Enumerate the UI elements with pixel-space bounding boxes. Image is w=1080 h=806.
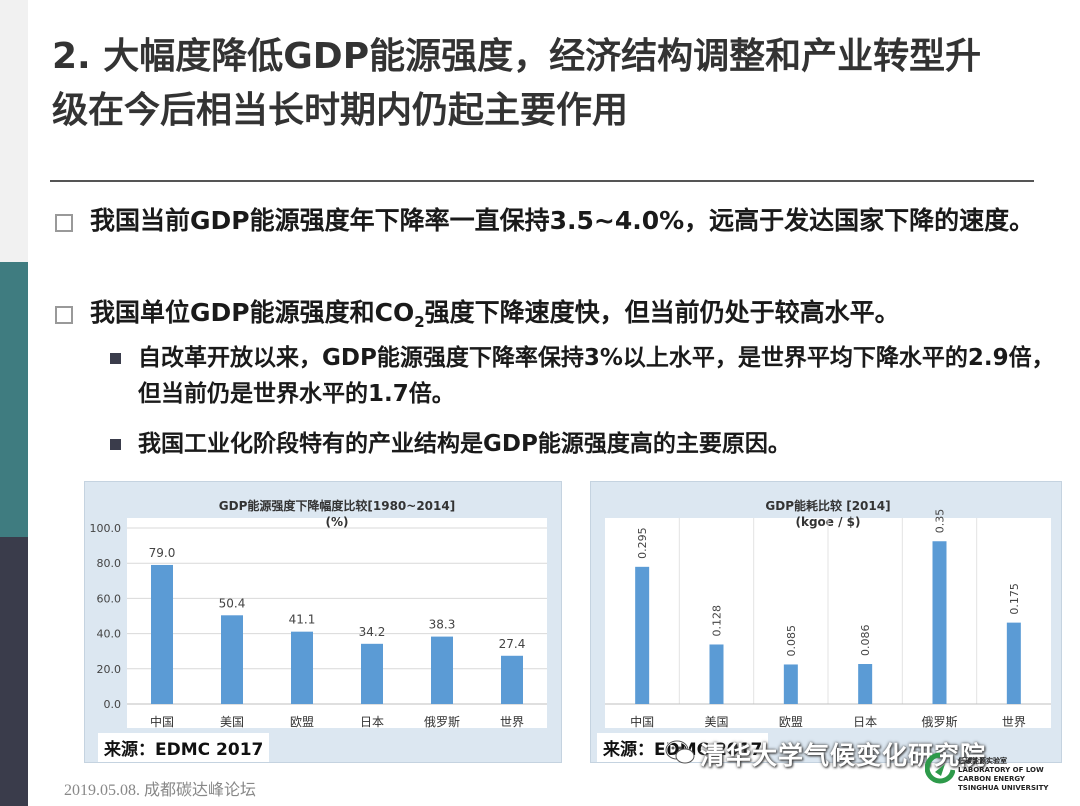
bar	[709, 644, 724, 704]
bar	[361, 643, 383, 704]
bar	[783, 664, 798, 704]
data-label: 27.4	[499, 637, 526, 651]
chart-title: GDP能耗比较 [2014]	[765, 498, 890, 513]
sub-bullet-square-icon	[110, 439, 121, 450]
bullet-box-icon	[55, 306, 73, 324]
footer-event: 2019.05.08. 成都碳达峰论坛	[64, 782, 257, 799]
sub-bullet-2: 我国工业化阶段特有的产业结构是GDP能源强度高的主要原因。	[138, 431, 791, 457]
bar	[291, 631, 313, 704]
bullet-2: 我国单位GDP能源强度和CO2强度下降速度快，但当前仍处于较高水平。	[90, 294, 1065, 341]
sub-bullet-1: 自改革开放以来，GDP能源强度下降率保持3%以上水平，是世界平均下降水平的2.9…	[138, 345, 1055, 407]
x-tick-label: 日本	[360, 715, 384, 729]
x-tick-label: 俄罗斯	[424, 715, 460, 729]
bullet-box-icon	[55, 214, 73, 232]
data-label: 0.295	[636, 527, 649, 559]
chart-2-panel: GDP能耗比较 [2014] (kgoe / $) 0.295 中国 0.128 美国 0.…	[590, 481, 1062, 763]
chart-2: GDP能耗比较 [2014](kgoe / $)0.295中国0.128美国0.…	[605, 498, 1051, 729]
y-tick-label: 100.0	[90, 522, 122, 535]
data-label: 34.2	[359, 625, 386, 639]
lab-name-cn: 低碳能源实验室	[958, 757, 1007, 765]
wechat-icon	[664, 739, 695, 764]
data-label: 0.086	[859, 625, 872, 657]
data-label: 41.1	[289, 613, 316, 627]
x-tick-label: 欧盟	[290, 715, 314, 729]
bullet-2-subscript: 2	[414, 313, 425, 331]
x-tick-label: 世界	[1002, 715, 1026, 729]
data-label: 0.128	[711, 605, 724, 637]
y-tick-label: 60.0	[97, 592, 122, 605]
plot-area	[127, 518, 547, 728]
y-tick-label: 40.0	[97, 628, 122, 641]
data-label: 0.175	[1008, 583, 1021, 615]
x-tick-label: 中国	[150, 714, 174, 729]
lab-name: 低碳能源实验室 LABORATORY OF LOW CARBON ENERGY …	[958, 757, 1078, 793]
data-label: 0.085	[785, 625, 798, 657]
title-line-2: 级在今后相当长时期内仍起主要作用	[52, 90, 629, 131]
lab-logo	[925, 752, 955, 784]
data-label: 0.35	[934, 509, 947, 534]
bar	[1006, 622, 1021, 704]
x-tick-label: 世界	[500, 715, 524, 729]
data-label: 50.4	[219, 596, 246, 610]
bar	[501, 655, 523, 704]
bar	[221, 615, 243, 704]
sidebar-band-dark	[0, 537, 28, 806]
x-tick-label: 美国	[704, 715, 728, 729]
bar	[431, 636, 453, 704]
lab-name-univ: TSINGHUA UNIVERSITY	[958, 784, 1049, 792]
y-tick-label: 80.0	[97, 557, 122, 570]
chart-title: GDP能源强度下降幅度比较[1980~2014]	[219, 498, 455, 513]
data-label: 79.0	[149, 546, 176, 560]
chart-1-panel: GDP能源强度下降幅度比较[1980~2014] (%) 0.0 20.0 40.0 60…	[84, 481, 562, 763]
sidebar-decoration	[0, 0, 28, 806]
x-tick-label: 中国	[630, 714, 654, 729]
x-tick-label: 俄罗斯	[921, 715, 957, 729]
slide-title: 2. 大幅度降低GDP能源强度，经济结构调整和产业转型升 级在今后相当长时期内仍…	[52, 30, 1052, 138]
bar	[635, 566, 650, 704]
x-tick-label: 欧盟	[779, 715, 803, 729]
x-tick-label: 美国	[220, 715, 244, 729]
sidebar-band-light	[0, 0, 28, 262]
y-tick-label: 20.0	[97, 663, 122, 676]
x-tick-label: 日本	[853, 715, 877, 729]
sub-bullet-square-icon	[110, 353, 121, 364]
chart-1-source: 来源：EDMC 2017	[98, 733, 270, 762]
data-label: 38.3	[429, 618, 456, 632]
chart-1: GDP能源强度下降幅度比较[1980~2014] (%) 0.0 20.0 40.0 60…	[90, 498, 547, 729]
title-line-1: 2. 大幅度降低GDP能源强度，经济结构调整和产业转型升	[52, 36, 982, 77]
bar	[932, 541, 947, 704]
bullet-2-text-b: 强度下降速度快，但当前仍处于较高水平。	[424, 298, 900, 327]
lab-name-en: LABORATORY OF LOW CARBON ENERGY	[958, 766, 1044, 783]
bar	[151, 564, 173, 704]
chart-subtitle: (%)	[326, 515, 349, 529]
bullet-2-text-a: 我国单位GDP能源强度和CO	[90, 298, 415, 327]
sidebar-band-teal	[0, 262, 28, 537]
bullet-1: 我国当前GDP能源强度年下降率一直保持3.5~4.0%，远高于发达国家下降的速度…	[90, 206, 1035, 235]
y-tick-label: 0.0	[104, 698, 122, 711]
title-divider	[50, 180, 1034, 182]
bar	[858, 664, 873, 704]
